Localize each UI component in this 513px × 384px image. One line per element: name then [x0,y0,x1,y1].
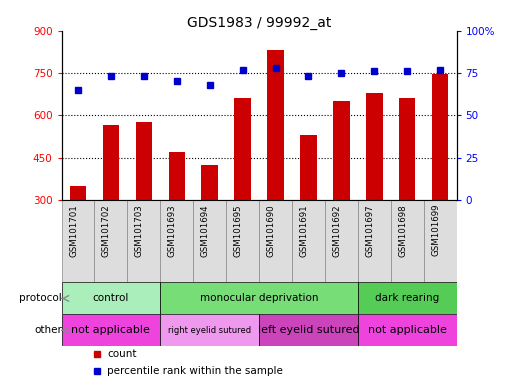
Text: GSM101691: GSM101691 [300,204,308,257]
Text: dark rearing: dark rearing [375,293,439,303]
Text: GSM101698: GSM101698 [398,204,407,257]
Bar [226,200,259,283]
Bar [358,314,457,346]
Bar [259,200,292,283]
Bar [358,283,457,314]
Text: left eyelid sutured: left eyelid sutured [258,325,359,335]
Bar [202,165,218,200]
Text: GSM101694: GSM101694 [201,204,210,257]
Bar [391,200,424,283]
Bar [267,50,284,200]
Bar [399,98,416,200]
Bar [358,200,391,283]
Bar [94,200,127,283]
Text: GSM101697: GSM101697 [365,204,374,257]
Bar [160,200,193,283]
Bar [160,314,259,346]
Bar [424,200,457,283]
Text: GSM101699: GSM101699 [431,204,440,257]
Bar [70,186,86,200]
Text: right eyelid sutured: right eyelid sutured [168,326,251,335]
Bar [432,74,448,200]
Text: GSM101695: GSM101695 [233,204,243,257]
Text: GSM101692: GSM101692 [332,204,341,257]
Text: count: count [107,349,136,359]
Text: control: control [93,293,129,303]
Bar [325,200,358,283]
Bar [292,200,325,283]
Bar [127,200,160,283]
Text: not applicable: not applicable [71,325,150,335]
Bar [169,152,185,200]
Text: GSM101701: GSM101701 [69,204,78,257]
Bar [103,125,119,200]
Bar [193,200,226,283]
Bar [135,122,152,200]
Bar [160,283,358,314]
Bar [333,101,349,200]
Text: other: other [34,325,62,335]
Text: monocular deprivation: monocular deprivation [200,293,318,303]
Bar [234,98,251,200]
Text: not applicable: not applicable [368,325,447,335]
Text: GSM101703: GSM101703 [135,204,144,257]
Title: GDS1983 / 99992_at: GDS1983 / 99992_at [187,16,331,30]
Text: protocol: protocol [19,293,62,303]
Text: GSM101690: GSM101690 [267,204,275,257]
Bar [62,200,94,283]
Text: percentile rank within the sample: percentile rank within the sample [107,366,283,376]
Text: GSM101693: GSM101693 [168,204,177,257]
Bar [366,93,383,200]
Text: GSM101702: GSM101702 [102,204,111,257]
Bar [259,314,358,346]
Bar [62,314,160,346]
Bar [300,135,317,200]
Bar [62,283,160,314]
